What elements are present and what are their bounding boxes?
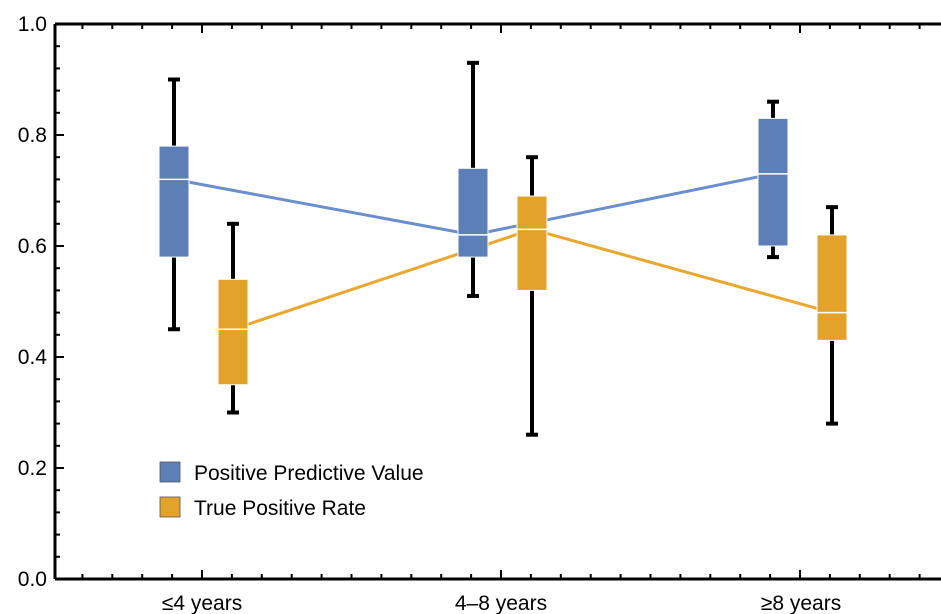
y-tick-label: 1.0 [18,13,47,36]
legend-label: True Positive Rate [194,497,366,520]
y-tick-label: 0.8 [18,124,47,147]
box [457,167,489,258]
x-tick-label: 4–8 years [455,592,547,614]
legend-swatch [159,461,181,483]
x-tick-label: ≤4 years [162,592,242,614]
median-lines [173,172,833,331]
legend-label: Positive Predictive Value [194,462,424,485]
x-tick-label: ≥8 years [761,592,841,614]
y-tick-label: 0.4 [18,346,48,369]
legend-swatch [159,496,181,518]
y-tick-label: 0.6 [18,235,47,258]
y-tick-label: 0.0 [18,568,47,591]
box [217,278,249,386]
box [816,234,848,341]
box [158,145,190,258]
box [757,117,789,247]
box [516,195,548,291]
boxes [158,60,848,437]
y-tick-label: 0.2 [18,457,47,480]
axes: 0.0 0.2 0.4 0.6 0.8 1.0 ≤4 years 4–8 years ≥8 ye… [18,13,941,614]
legend: Positive Predictive Value True Positive R… [159,461,424,520]
